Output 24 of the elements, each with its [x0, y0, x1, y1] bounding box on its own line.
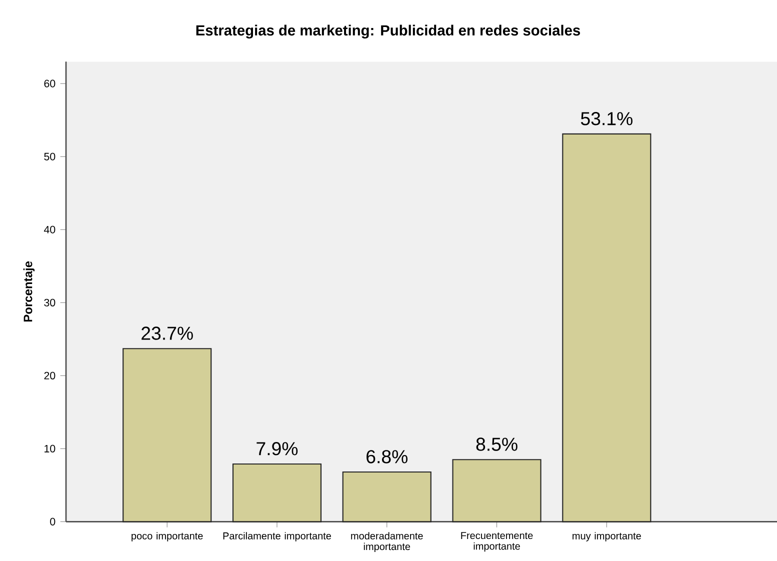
x-tick-label: Frecuentemente importante — [461, 532, 533, 552]
y-tick-label: 60 — [44, 80, 56, 88]
data-label: 6.8% — [366, 450, 408, 464]
x-tick-label: moderadamente importante — [351, 532, 423, 552]
data-label: 8.5% — [476, 438, 518, 451]
chart-title: Estrategias de marketing: Publicidad en redes sociales — [196, 24, 580, 39]
y-tick-label: 10 — [44, 444, 56, 452]
y-tick-label: 30 — [44, 298, 56, 306]
x-tick-label: muy importante — [572, 532, 641, 542]
data-label: 53.1% — [580, 112, 632, 126]
bar — [122, 348, 212, 522]
data-label: 23.7% — [142, 326, 193, 340]
bar — [562, 133, 652, 522]
x-tick-label: Parcilamente importante — [223, 532, 332, 542]
y-axis-title: Porcentaje — [23, 261, 35, 322]
bar — [452, 459, 542, 522]
data-label: 7.9% — [256, 442, 298, 456]
y-tick-label: 40 — [44, 226, 56, 234]
y-tick-label: 0 — [50, 518, 56, 526]
y-tick-label: 20 — [44, 372, 56, 380]
bar — [342, 471, 432, 522]
y-tick-label: 50 — [44, 152, 56, 160]
x-tick-label: poco importante — [132, 532, 203, 542]
bar — [232, 463, 322, 522]
